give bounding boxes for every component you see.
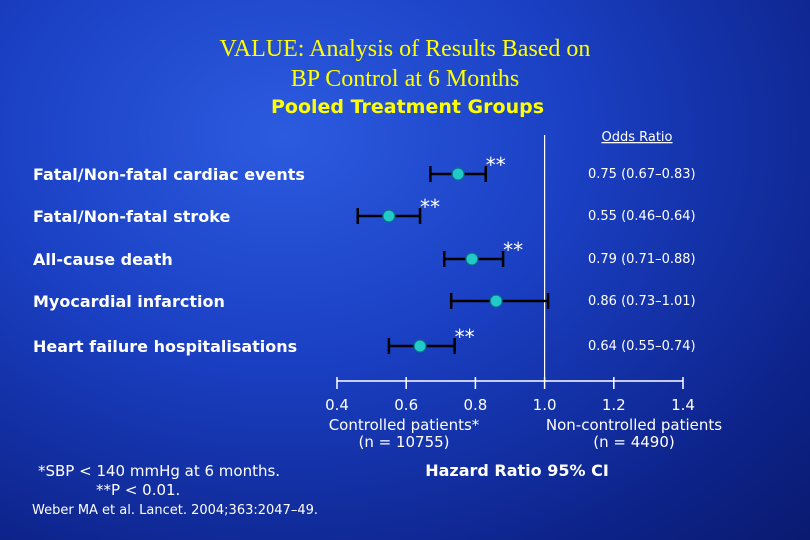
significance-marker: **	[420, 195, 440, 219]
point-estimate	[451, 167, 465, 181]
x-tick-label: 1.4	[671, 396, 695, 414]
x-tick-label: 0.8	[463, 396, 487, 414]
controlled-group-label: Controlled patients*	[329, 416, 480, 434]
odds-ratio-value: 0.79 (0.71–0.88)	[588, 252, 696, 267]
title-line-2: BP Control at 6 Months	[290, 66, 520, 92]
row-label: Myocardial infarction	[33, 292, 225, 311]
controlled-group-n: (n = 10755)	[358, 433, 449, 451]
x-axis-title: Hazard Ratio 95% CI	[425, 461, 609, 480]
footnote-sbp: *SBP < 140 mmHg at 6 months.	[38, 462, 281, 480]
row-label: All-cause death	[33, 250, 173, 269]
x-tick-label: 0.4	[325, 396, 349, 414]
point-estimate	[413, 339, 427, 353]
citation: Weber MA et al. Lancet. 2004;363:2047–49…	[32, 503, 318, 518]
odds-ratio-value: 0.75 (0.67–0.83)	[588, 167, 696, 182]
x-tick-label: 1.0	[533, 396, 557, 414]
citation-text: Weber MA et al. Lancet. 2004;363:2047–49…	[32, 503, 318, 518]
point-estimate	[382, 209, 396, 223]
significance-marker: **	[486, 153, 506, 177]
non-controlled-group-label: Non-controlled patients	[546, 416, 722, 434]
significance-marker: **	[503, 238, 523, 262]
odds-ratio-header: Odds Ratio	[601, 130, 672, 145]
significance-marker: **	[455, 325, 475, 349]
point-estimate	[489, 294, 503, 308]
subtitle: Pooled Treatment Groups	[270, 96, 545, 118]
row-label: Fatal/Non-fatal stroke	[33, 207, 231, 226]
odds-ratio-value: 0.55 (0.46–0.64)	[588, 209, 696, 224]
row-label: Fatal/Non-fatal cardiac events	[33, 165, 305, 184]
odds-ratio-value: 0.86 (0.73–1.01)	[588, 294, 696, 309]
row-label: Heart failure hospitalisations	[33, 337, 297, 356]
x-tick-label: 1.2	[602, 396, 626, 414]
title-line-1: VALUE: Analysis of Results Based on	[219, 36, 591, 62]
odds-ratio-value: 0.64 (0.55–0.74)	[588, 339, 696, 354]
footnote-p-value: **P < 0.01.	[96, 481, 181, 499]
non-controlled-group-n: (n = 4490)	[593, 433, 675, 451]
x-tick-label: 0.6	[394, 396, 418, 414]
point-estimate	[465, 252, 479, 266]
